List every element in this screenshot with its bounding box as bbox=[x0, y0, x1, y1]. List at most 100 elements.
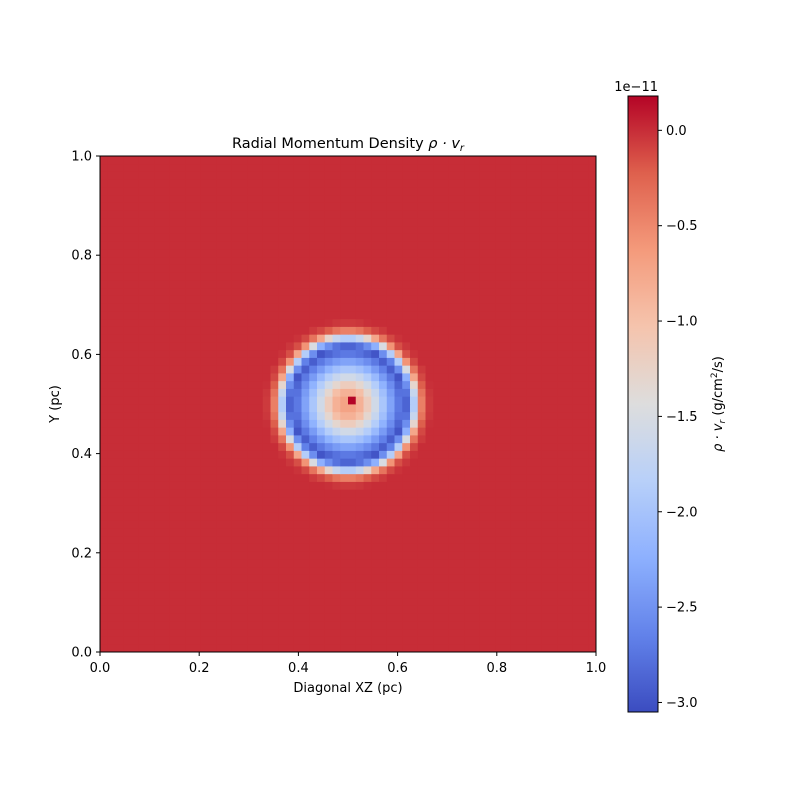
heatmap-cell bbox=[487, 535, 496, 544]
heatmap-cell bbox=[348, 442, 357, 451]
heatmap-cell bbox=[518, 613, 527, 622]
heatmap-cell bbox=[324, 605, 333, 614]
heatmap-cell bbox=[464, 187, 473, 196]
heatmap-cell bbox=[557, 210, 566, 219]
heatmap-cell bbox=[239, 357, 248, 366]
heatmap-cell bbox=[580, 473, 589, 482]
heatmap-cell bbox=[363, 365, 372, 374]
heatmap-cell bbox=[317, 272, 326, 281]
heatmap-cell bbox=[324, 202, 333, 211]
heatmap-cell bbox=[208, 528, 217, 537]
heatmap-cell bbox=[177, 411, 186, 420]
heatmap-cell bbox=[487, 326, 496, 335]
heatmap-cell bbox=[309, 466, 318, 475]
heatmap-cell bbox=[464, 574, 473, 583]
heatmap-cell bbox=[394, 644, 403, 653]
heatmap-cell bbox=[208, 280, 217, 289]
heatmap-cell bbox=[402, 373, 411, 382]
heatmap-cell bbox=[278, 233, 287, 242]
heatmap-cell bbox=[247, 233, 256, 242]
heatmap-cell bbox=[448, 342, 457, 351]
heatmap-cell bbox=[565, 450, 574, 459]
heatmap-cell bbox=[417, 628, 426, 637]
heatmap-cell bbox=[588, 156, 597, 165]
heatmap-cell bbox=[193, 535, 202, 544]
heatmap-cell bbox=[340, 264, 349, 273]
heatmap-cell bbox=[332, 435, 341, 444]
heatmap-cell bbox=[379, 621, 388, 630]
heatmap-cell bbox=[433, 566, 442, 575]
heatmap-cell bbox=[386, 411, 395, 420]
heatmap-cell bbox=[278, 590, 287, 599]
heatmap-cell bbox=[293, 512, 302, 521]
heatmap-cell bbox=[526, 435, 535, 444]
heatmap-cell bbox=[231, 590, 240, 599]
heatmap-cell bbox=[255, 380, 264, 389]
heatmap-cell bbox=[588, 481, 597, 490]
heatmap-cell bbox=[464, 225, 473, 234]
heatmap-cell bbox=[565, 194, 574, 203]
heatmap-cell bbox=[231, 218, 240, 227]
heatmap-cell bbox=[286, 597, 295, 606]
heatmap-cell bbox=[456, 582, 465, 591]
heatmap-cell bbox=[107, 466, 116, 475]
heatmap-cell bbox=[479, 163, 488, 172]
heatmap-cell bbox=[146, 202, 155, 211]
heatmap-cell bbox=[363, 427, 372, 436]
heatmap-cell bbox=[487, 520, 496, 529]
heatmap-cell bbox=[394, 334, 403, 343]
heatmap-cell bbox=[324, 582, 333, 591]
heatmap-cell bbox=[255, 342, 264, 351]
heatmap-cell bbox=[270, 171, 279, 180]
heatmap-cell bbox=[487, 303, 496, 312]
heatmap-cell bbox=[572, 311, 581, 320]
heatmap-cell bbox=[162, 404, 171, 413]
heatmap-cell bbox=[541, 597, 550, 606]
heatmap-cell bbox=[309, 171, 318, 180]
heatmap-cell bbox=[433, 442, 442, 451]
heatmap-cell bbox=[177, 504, 186, 513]
heatmap-cell bbox=[464, 613, 473, 622]
heatmap-cell bbox=[348, 489, 357, 498]
heatmap-cell bbox=[425, 442, 434, 451]
heatmap-cell bbox=[549, 559, 558, 568]
heatmap-cell bbox=[448, 551, 457, 560]
heatmap-cell bbox=[371, 644, 380, 653]
heatmap-cell bbox=[115, 497, 124, 506]
heatmap-cell bbox=[231, 163, 240, 172]
heatmap-cell bbox=[526, 225, 535, 234]
heatmap-cell bbox=[286, 489, 295, 498]
heatmap-cell bbox=[410, 574, 419, 583]
heatmap-cell bbox=[146, 458, 155, 467]
heatmap-cell bbox=[100, 528, 109, 537]
heatmap-cell bbox=[371, 605, 380, 614]
heatmap-cell bbox=[526, 349, 535, 358]
heatmap-cell bbox=[107, 644, 116, 653]
heatmap-cell bbox=[355, 512, 364, 521]
heatmap-cell bbox=[115, 582, 124, 591]
heatmap-cell bbox=[231, 504, 240, 513]
heatmap-cell bbox=[224, 156, 233, 165]
heatmap-cell bbox=[363, 210, 372, 219]
heatmap-cell bbox=[131, 156, 140, 165]
heatmap-cell bbox=[410, 566, 419, 575]
heatmap-cell bbox=[138, 194, 147, 203]
heatmap-cell bbox=[495, 481, 504, 490]
heatmap-cell bbox=[200, 466, 209, 475]
heatmap-cell bbox=[534, 163, 543, 172]
heatmap-cell bbox=[348, 512, 357, 521]
heatmap-cell bbox=[154, 171, 163, 180]
heatmap-cell bbox=[379, 342, 388, 351]
heatmap-cell bbox=[278, 349, 287, 358]
heatmap-cell bbox=[448, 644, 457, 653]
heatmap-cell bbox=[169, 551, 178, 560]
heatmap-cell bbox=[518, 481, 527, 490]
heatmap-cell bbox=[402, 334, 411, 343]
heatmap-cell bbox=[100, 187, 109, 196]
heatmap-cell bbox=[247, 163, 256, 172]
heatmap-cell bbox=[115, 287, 124, 296]
heatmap-cell bbox=[169, 249, 178, 258]
heatmap-cell bbox=[410, 163, 419, 172]
heatmap-cell bbox=[255, 512, 264, 521]
heatmap-cell bbox=[208, 388, 217, 397]
